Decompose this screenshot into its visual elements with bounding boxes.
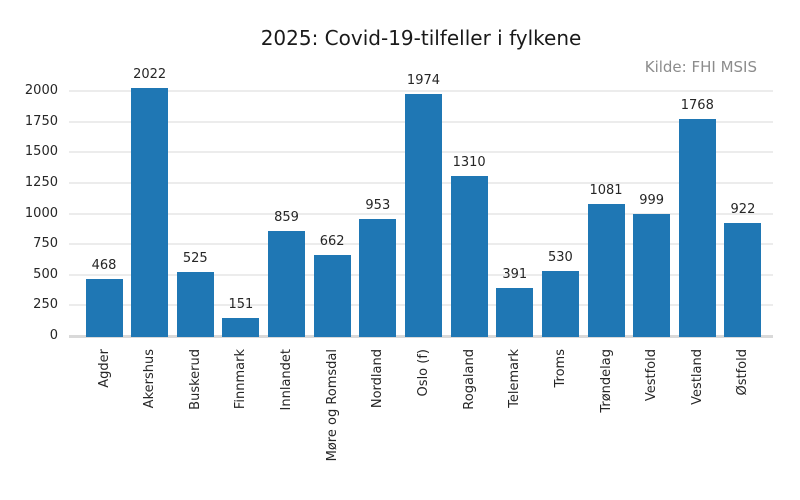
y-tick-label: 1500 <box>24 144 58 160</box>
x-tick-label: Buskerud <box>187 349 203 410</box>
bar-value-label: 530 <box>547 250 573 266</box>
bar-value-label: 2022 <box>133 67 167 83</box>
bar <box>450 175 488 337</box>
bar <box>313 254 351 337</box>
y-tick-label: 750 <box>33 236 58 252</box>
x-tick-label: Agder <box>96 349 112 388</box>
bar-value-label: 1081 <box>589 182 623 198</box>
x-tick-label: Vestland <box>689 349 705 405</box>
bar-value-label: 1768 <box>680 98 714 114</box>
x-tick-label: Innlandet <box>279 349 295 411</box>
bar-value-label: 525 <box>182 250 208 266</box>
bar <box>268 230 306 337</box>
x-tick-label: Nordland <box>370 349 386 409</box>
y-tick-label: 2000 <box>24 83 58 98</box>
x-tick-label: Oslo (f) <box>415 349 431 397</box>
bar-value-label: 953 <box>365 198 391 214</box>
bar <box>359 219 397 337</box>
y-tick-label: 1250 <box>24 174 58 190</box>
bar-value-label: 468 <box>91 257 117 273</box>
bar <box>633 213 671 337</box>
bar-value-label: 999 <box>639 192 665 208</box>
bar <box>85 278 123 337</box>
bar <box>724 223 762 337</box>
bar <box>496 288 534 337</box>
bar-value-label: 859 <box>274 209 299 225</box>
bar <box>678 119 716 337</box>
source-annotation: Kilde: FHI MSIS <box>644 58 757 76</box>
bar <box>131 88 169 337</box>
chart-title: 2025: Covid-19-tilfeller i fylkene <box>260 26 582 50</box>
bar <box>176 271 214 337</box>
bar-value-label: 1974 <box>406 73 441 89</box>
bar-value-label: 1310 <box>452 154 486 170</box>
bar <box>541 271 579 337</box>
bar-value-label: 391 <box>502 267 528 283</box>
x-tick-label: Møre og Romsdal <box>324 349 340 462</box>
bar-value-label: 662 <box>319 233 345 249</box>
x-tick-label: Østfold <box>735 349 751 396</box>
bar <box>222 317 260 337</box>
bar <box>587 203 625 337</box>
gridline <box>69 90 773 92</box>
x-tick-label: Vestfold <box>644 349 660 402</box>
y-tick-label: 1750 <box>24 113 58 129</box>
x-tick-label: Telemark <box>507 349 523 408</box>
bar <box>404 94 442 337</box>
x-tick-label: Trøndelag <box>598 349 614 413</box>
bar-value-label: 151 <box>228 296 254 312</box>
bar-value-label: 922 <box>730 202 756 218</box>
y-tick-label: 1000 <box>24 205 58 221</box>
x-tick-label: Finnmark <box>233 349 249 410</box>
x-tick-label: Akershus <box>142 349 158 409</box>
x-tick-label: Rogaland <box>461 349 477 410</box>
y-tick-label: 0 <box>49 328 58 343</box>
y-tick-label: 500 <box>33 266 58 282</box>
x-tick-label: Troms <box>552 349 568 388</box>
y-tick-label: 250 <box>33 297 58 313</box>
